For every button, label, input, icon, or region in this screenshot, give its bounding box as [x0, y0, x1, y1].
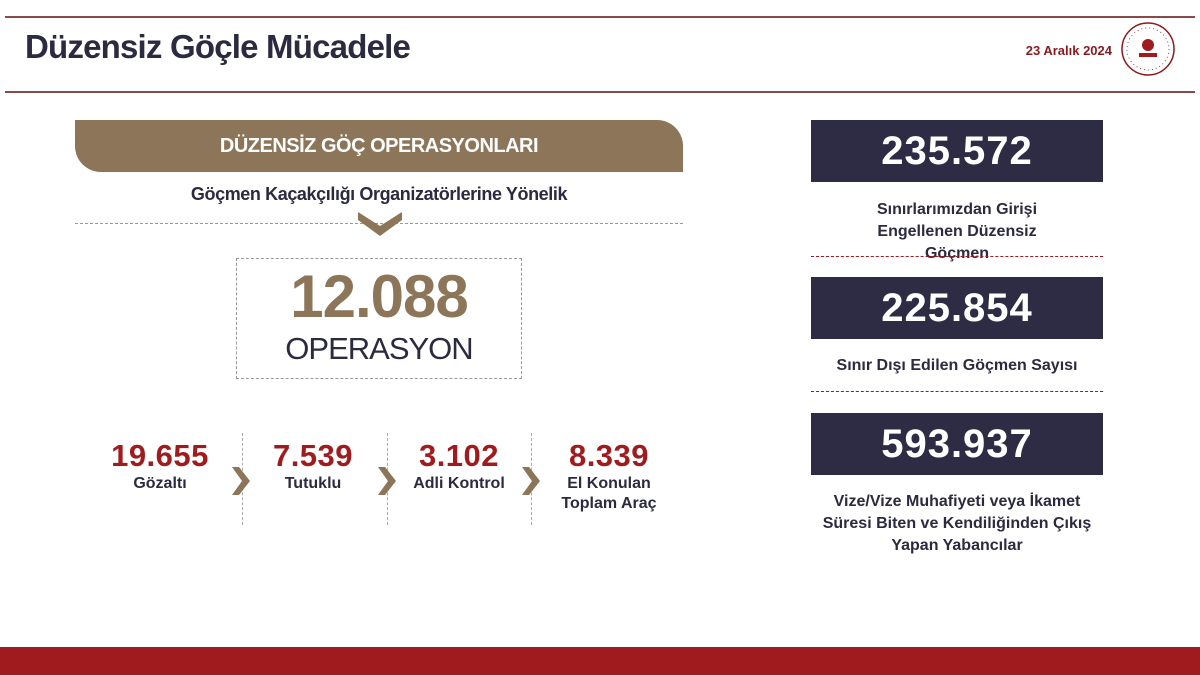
stat-value: 8.339 — [568, 438, 650, 473]
divider — [75, 223, 683, 224]
chevron-right-icon — [378, 467, 396, 495]
divider — [811, 256, 1103, 257]
stat-value: 19.655 — [111, 438, 209, 473]
stat-judicial-control: 3.102 Adli Kontrol — [400, 438, 518, 494]
stat-label: Adli Kontrol — [413, 475, 505, 492]
stat-value: 7.539 — [272, 438, 354, 473]
deported-value: 225.854 — [811, 277, 1103, 339]
ministry-seal-icon — [1121, 22, 1175, 76]
date-label: 23 Aralık 2024 — [1025, 43, 1112, 58]
divider — [811, 391, 1103, 392]
operations-total-box: 12.088 OPERASYON — [236, 258, 522, 379]
stat-detention: 19.655 Gözaltı — [90, 438, 230, 494]
stat-label: Gözaltı — [133, 475, 187, 492]
stat-arrested: 7.539 Tutuklu — [243, 438, 383, 494]
header-bottom-rule — [5, 91, 1195, 93]
operations-banner: DÜZENSİZ GÖÇ OPERASYONLARI — [75, 120, 683, 172]
chevron-right-icon — [232, 467, 250, 495]
operations-total-label: OPERASYON — [285, 331, 473, 366]
stat-seized-vehicles: 8.339 El Konulan Toplam Araç — [549, 438, 669, 514]
stat-label: El Konulan Toplam Araç — [561, 475, 657, 512]
deported-label: Sınır Dışı Edilen Göçmen Sayısı — [836, 357, 1078, 374]
stat-label: Tutuklu — [284, 475, 342, 492]
voluntary-exit-value: 593.937 — [811, 413, 1103, 475]
footer-bar — [0, 647, 1200, 675]
page-title: Düzensiz Göçle Mücadele — [25, 28, 411, 65]
operations-subtitle: Göçmen Kaçakçılığı Organizatörlerine Yön… — [190, 184, 568, 204]
voluntary-exit-label: Vize/Vize Muhafiyeti veya İkamet Süresi … — [822, 493, 1092, 554]
chevron-right-icon — [522, 467, 540, 495]
blocked-entry-value: 235.572 — [811, 120, 1103, 182]
header-top-rule — [5, 16, 1195, 18]
operations-total: 12.088 — [290, 263, 469, 330]
stat-value: 3.102 — [418, 438, 500, 473]
blocked-entry-label: Sınırlarımızdan Girişi Engellenen Düzens… — [876, 201, 1038, 262]
chevron-down-icon — [358, 212, 402, 236]
